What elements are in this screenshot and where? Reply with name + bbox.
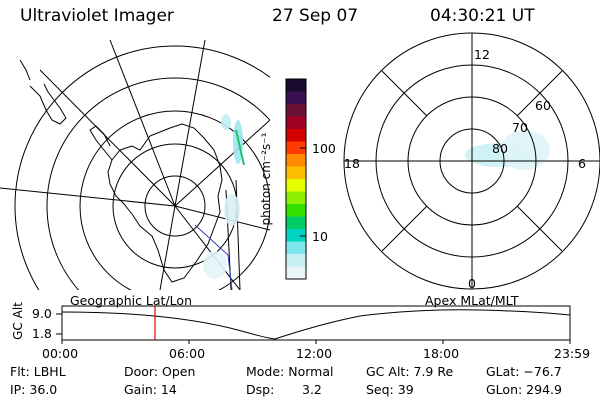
altitude-curve <box>61 309 571 340</box>
lon-line <box>174 40 206 207</box>
lon-line <box>174 119 270 207</box>
colorbar-segment <box>286 154 306 167</box>
glon-info: GLon: 294.9 <box>486 382 562 397</box>
coastline-fragment <box>19 59 31 81</box>
seq-info: Seq: 39 <box>366 382 414 397</box>
polar-plot <box>343 32 600 290</box>
colorbar-segment <box>286 229 306 242</box>
time-label: 04:30:21 UT <box>430 6 535 26</box>
mlat-label-60: 60 <box>535 98 551 113</box>
door-info: Door: Open <box>124 364 196 379</box>
lon-line <box>174 205 241 290</box>
colorbar <box>286 79 306 280</box>
xtick-label-2359: 23:59 <box>554 346 591 361</box>
lat-circle <box>14 45 270 290</box>
mlt-diagonal <box>516 70 563 117</box>
aurora-oval <box>500 130 550 170</box>
colorbar-segment <box>286 141 306 155</box>
xtick-label-0000: 00:00 <box>42 346 79 361</box>
colorbar-frame <box>285 78 307 280</box>
colorbar-label-10: 10 <box>312 229 328 244</box>
x-ticks <box>61 340 571 344</box>
filter-info: Flt: LBHL <box>10 364 66 379</box>
coastline-fragment <box>29 83 67 125</box>
colorbar-segment <box>286 266 306 280</box>
colorbar-segment <box>286 191 306 205</box>
timeline-right-label: Apex MLat/MLT <box>425 293 519 308</box>
colorbar-segment <box>286 129 306 142</box>
mlt-label-6: 6 <box>578 156 586 171</box>
aurora-emission <box>203 114 245 279</box>
timeline-axis-label: GC Alt <box>11 302 25 340</box>
lon-line <box>109 40 176 207</box>
mlat-label-80: 80 <box>492 141 508 156</box>
ytick-label-1.8: 1.8 <box>32 326 52 341</box>
ytick-label-9: 9.0 <box>32 306 52 321</box>
lat-circle <box>46 77 270 290</box>
peninsula-coastline <box>89 125 113 161</box>
mode-info: Mode: Normal <box>246 364 334 379</box>
dsp-value: 3.2 <box>302 382 322 397</box>
lon-line <box>159 205 176 290</box>
lat-circle <box>79 110 270 290</box>
dsp-label: Dsp: <box>246 382 275 397</box>
colorbar-segment <box>286 104 306 117</box>
mlt-label-12: 12 <box>474 47 490 62</box>
colorbar-segment <box>286 241 306 255</box>
mlt-label-18: 18 <box>344 156 360 171</box>
glat-info: GLat: −76.7 <box>486 364 562 379</box>
lon-line <box>174 205 270 231</box>
mlt-diagonal <box>381 70 428 117</box>
gc-alt-info: GC Alt: 7.9 Re <box>366 364 454 379</box>
xtick-label-0600: 06:00 <box>169 346 206 361</box>
mlt-diagonal <box>516 205 563 252</box>
mlat-label-70: 70 <box>512 120 528 135</box>
geographic-map <box>0 40 270 290</box>
mlt-label-0: 0 <box>468 276 476 291</box>
xtick-label-1800: 18:00 <box>423 346 460 361</box>
colorbar-segment <box>286 204 306 217</box>
colorbar-label-100: 100 <box>312 141 336 156</box>
colorbar-segment <box>286 116 306 130</box>
lon-line <box>39 69 176 207</box>
gain-info: Gain: 14 <box>124 382 177 397</box>
colorbar-segment <box>286 179 306 192</box>
instrument-title: Ultraviolet Imager <box>20 6 174 26</box>
antarctica-coastline <box>107 123 223 283</box>
colorbar-segment <box>286 216 306 230</box>
timeline-frame <box>61 305 571 341</box>
timeline-left-label: Geographic Lat/Lon <box>70 293 192 308</box>
colorbar-segment <box>286 166 306 180</box>
colorbar-segment <box>286 91 306 105</box>
date-label: 27 Sep 07 <box>272 6 359 26</box>
colorbar-unit-label: photon cm⁻²s⁻¹ <box>259 132 273 226</box>
lat-circle <box>144 175 206 237</box>
ip-info: IP: 36.0 <box>10 382 58 397</box>
colorbar-segment <box>286 254 306 267</box>
colorbar-segment <box>286 79 306 92</box>
xtick-label-1200: 12:00 <box>296 346 333 361</box>
mlt-diagonal <box>381 205 428 252</box>
track-line <box>194 224 233 290</box>
lon-line <box>0 187 176 207</box>
